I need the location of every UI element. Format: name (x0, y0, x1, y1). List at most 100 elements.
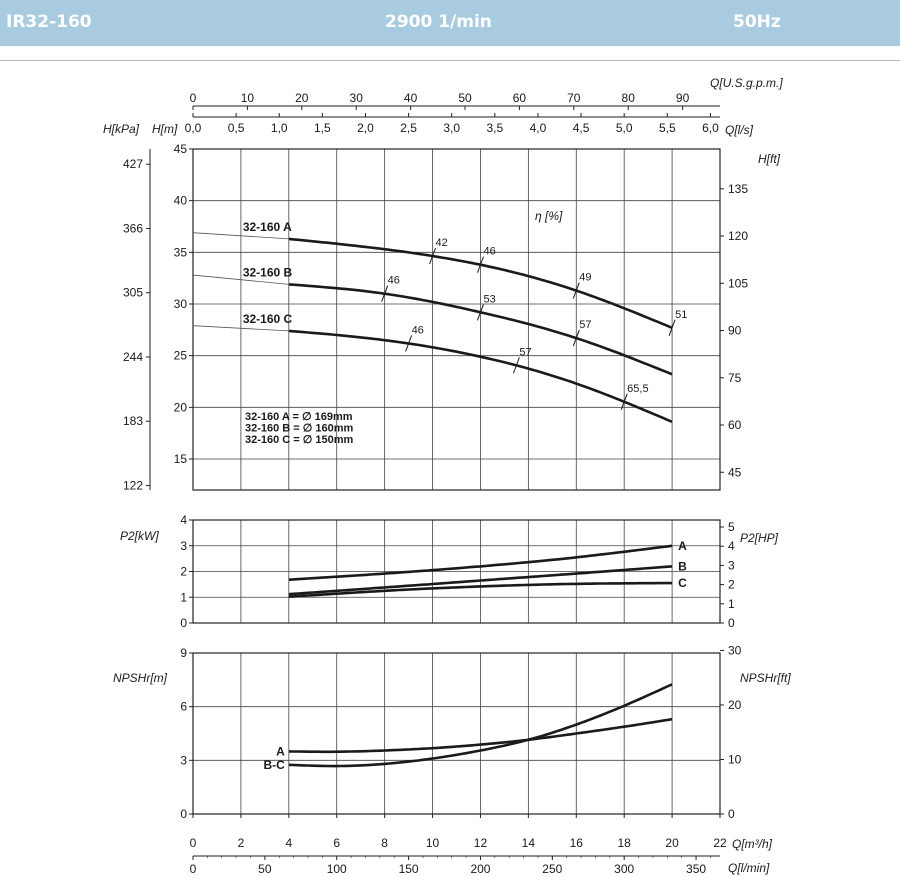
lpm-tick-label: 150 (399, 862, 419, 876)
m3h-tick-label: 8 (381, 836, 388, 850)
head-ft-tick-label: 105 (728, 276, 748, 290)
power-hp-tick-label: 1 (728, 597, 735, 611)
usgpm-tick-label: 80 (622, 91, 636, 105)
pump-model-title: IR32-160 (6, 12, 92, 32)
head-ft-tick-label: 135 (728, 182, 748, 196)
lpm-tick-label: 200 (470, 862, 490, 876)
m3h-tick-label: 6 (333, 836, 340, 850)
efficiency-label: 57 (579, 319, 591, 331)
head-curve-label: 32-160 B (243, 265, 293, 279)
npsh-y-tick-label: 6 (180, 700, 187, 714)
head-y-tick-label: 30 (174, 297, 188, 311)
efficiency-mark (429, 247, 437, 265)
head-kpa-tick-label: 244 (123, 350, 143, 364)
head-y-tick-label: 15 (174, 452, 188, 466)
efficiency-label: 46 (483, 246, 495, 258)
lpm-tick-label: 50 (258, 862, 272, 876)
npsh-curve (288, 717, 673, 754)
head-ft-tick-label: 60 (728, 418, 742, 432)
npsh-y-tick-label: 9 (180, 646, 187, 660)
lps-tick-label: 1,5 (314, 121, 331, 135)
power-curve (288, 544, 673, 581)
impeller-diameter-note: 32-160 B = ∅ 160mm (245, 423, 354, 435)
power-hp-tick-label: 5 (728, 520, 735, 534)
head-kpa-tick-label: 183 (123, 414, 143, 428)
m3h-tick-label: 12 (474, 836, 488, 850)
power-y-tick-label: 3 (180, 539, 187, 553)
frequency: 50Hz (733, 12, 781, 32)
m3h-tick-label: 22 (713, 836, 727, 850)
npsh-ft-tick-label: 10 (728, 752, 742, 766)
head-ft-axis-label: H[ft] (758, 152, 781, 166)
usgpm-tick-label: 40 (404, 91, 418, 105)
power-curve-label: C (678, 576, 687, 590)
lpm-tick-label: 350 (686, 862, 706, 876)
npsh-ft-tick-label: 30 (728, 643, 742, 657)
efficiency-label: 42 (436, 237, 448, 249)
lps-tick-label: 2,5 (400, 121, 417, 135)
head-ft-tick-label: 75 (728, 371, 742, 385)
power-curve-label: A (678, 539, 687, 553)
efficiency-mark (572, 282, 580, 299)
efficiency-label: 49 (579, 272, 591, 284)
efficiency-mark (620, 393, 628, 410)
head-curve-extension (192, 325, 289, 332)
head-kpa-tick-label: 427 (123, 157, 143, 171)
efficiency-mark (405, 335, 413, 352)
rotation-speed: 2900 1/min (385, 12, 492, 32)
efficiency-mark (476, 304, 484, 321)
head-y-tick-label: 35 (174, 245, 188, 259)
efficiency-axis-label: η [%] (535, 209, 563, 223)
efficiency-mark (572, 329, 580, 347)
head-kpa-axis-label: H[kPa] (103, 122, 140, 136)
power-y-tick-label: 1 (180, 590, 187, 604)
power-curve (288, 581, 673, 598)
lps-tick-label: 6,0 (702, 121, 719, 135)
efficiency-mark (512, 357, 520, 374)
npsh-y-tick-label: 3 (180, 753, 187, 767)
head-m-axis-label: H[m] (152, 122, 178, 136)
efficiency-mark (476, 256, 484, 273)
head-curve-label: 32-160 A (243, 220, 292, 234)
npsh-curve (288, 683, 673, 768)
usgpm-tick-label: 60 (513, 91, 527, 105)
m3h-tick-label: 14 (522, 836, 536, 850)
header-divider (0, 60, 900, 61)
efficiency-label: 51 (675, 309, 687, 321)
m3h-axis-label: Q[m³/h] (732, 837, 773, 851)
m3h-tick-label: 10 (426, 836, 440, 850)
usgpm-axis-label: Q[U.S.g.p.m.] (710, 76, 783, 90)
head-curve-extension (192, 232, 289, 240)
header-bar: IR32-160 2900 1/min 50Hz (0, 0, 900, 46)
head-kpa-tick-label: 305 (123, 286, 143, 300)
head-curve-extension (192, 274, 289, 285)
m3h-tick-label: 0 (190, 836, 197, 850)
npsh-m-axis-label: NPSHr[m] (113, 671, 168, 685)
lpm-tick-label: 0 (190, 862, 197, 876)
lps-tick-label: 2,0 (357, 121, 374, 135)
efficiency-label: 46 (388, 275, 400, 287)
head-y-tick-label: 45 (174, 142, 188, 156)
head-ft-tick-label: 90 (728, 324, 742, 338)
head-ft-tick-label: 120 (728, 229, 748, 243)
efficiency-label: 65,5 (627, 383, 648, 395)
head-kpa-tick-label: 122 (123, 478, 143, 492)
m3h-tick-label: 20 (665, 836, 679, 850)
power-y-tick-label: 4 (180, 513, 187, 527)
usgpm-tick-label: 90 (676, 91, 690, 105)
head-curve-label: 32-160 C (243, 312, 293, 326)
head-ft-tick-label: 45 (728, 465, 742, 479)
power-hp-tick-label: 0 (728, 616, 735, 630)
m3h-tick-label: 4 (285, 836, 292, 850)
lps-tick-label: 5,5 (659, 121, 676, 135)
lps-tick-label: 3,0 (443, 121, 460, 135)
npsh-frame (192, 652, 721, 815)
head-y-tick-label: 40 (174, 194, 188, 208)
lpm-tick-label: 100 (327, 862, 347, 876)
power-kw-axis-label: P2[kW] (120, 529, 159, 543)
npsh-y-tick-label: 0 (180, 807, 187, 821)
usgpm-tick-label: 0 (190, 91, 197, 105)
impeller-diameter-note: 32-160 C = ∅ 150mm (245, 434, 354, 446)
power-hp-axis-label: P2[HP] (740, 531, 779, 545)
